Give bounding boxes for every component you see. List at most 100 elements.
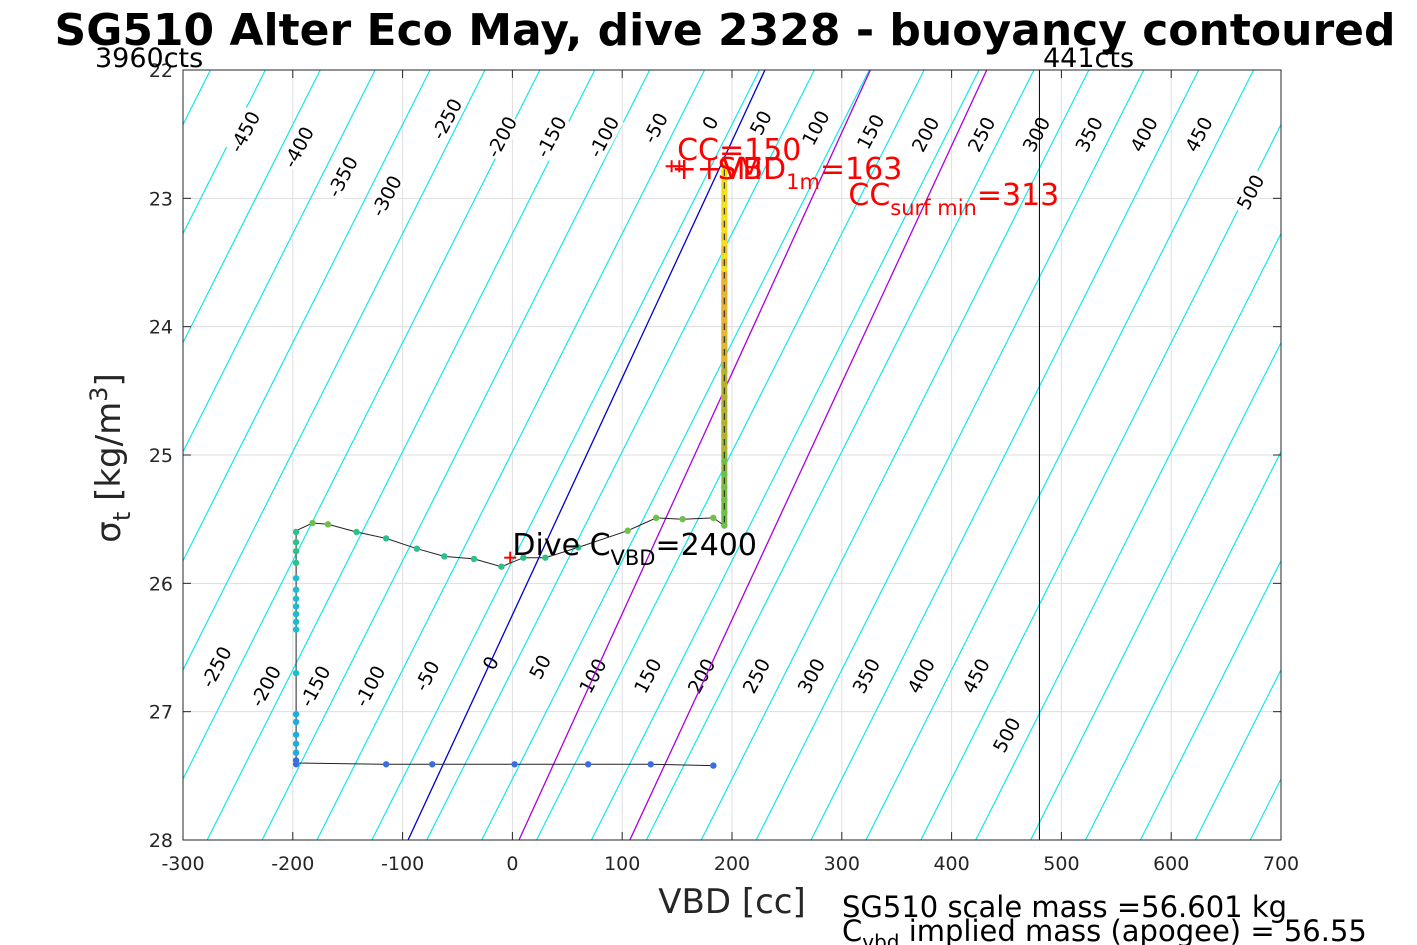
count-label-left: 3960cts xyxy=(95,43,203,74)
data-point xyxy=(292,528,300,536)
y-tick-label: 26 xyxy=(149,573,173,595)
contour-line xyxy=(810,70,1200,840)
annotation-base: Dive C xyxy=(512,528,610,563)
data-point xyxy=(413,545,421,552)
data-point xyxy=(721,355,728,362)
x-tick-label: 400 xyxy=(933,853,969,875)
data-point xyxy=(292,548,300,555)
annotation-value: =150 xyxy=(719,133,801,168)
contour-line xyxy=(183,70,486,672)
contour-line xyxy=(183,70,376,454)
contour-label-bg xyxy=(278,122,319,172)
data-point xyxy=(721,175,728,183)
data-point xyxy=(721,419,728,427)
y-tick-label: 25 xyxy=(149,445,173,467)
x-tick-label: 100 xyxy=(604,853,640,875)
reference-lines xyxy=(407,70,1040,840)
y-tick-label: 27 xyxy=(149,702,173,724)
data-point xyxy=(721,317,728,324)
data-point xyxy=(721,471,728,478)
data-point xyxy=(292,618,300,626)
data-point xyxy=(309,519,316,527)
annotation-cc-surf-min: CCsurf min=313 xyxy=(848,178,1059,220)
contour-label-bg xyxy=(349,661,390,711)
data-point xyxy=(721,445,728,452)
data-point xyxy=(721,240,728,247)
marker-plus xyxy=(504,551,517,564)
data-point xyxy=(721,291,728,298)
markers xyxy=(504,160,686,564)
contour-label-bg xyxy=(736,651,777,701)
data-point xyxy=(721,496,728,504)
contour-line xyxy=(1139,559,1281,840)
contour-label-bg xyxy=(961,109,1002,159)
contour-label-bg xyxy=(740,98,781,148)
contour-label-bg xyxy=(1230,167,1271,217)
x-tick-label: 500 xyxy=(1043,853,1079,875)
contour-label-bg xyxy=(406,651,447,701)
marker-plus xyxy=(673,160,686,173)
data-point xyxy=(653,514,660,522)
y-axis-label-end: ] xyxy=(89,373,129,386)
data-point xyxy=(721,252,728,260)
contour-line xyxy=(1194,668,1281,840)
data-point xyxy=(292,740,300,747)
data-point xyxy=(721,304,728,311)
data-point xyxy=(292,559,300,566)
data-point xyxy=(721,394,728,401)
x-tick-label: 700 xyxy=(1263,853,1299,875)
y-tick-label: 28 xyxy=(149,830,173,852)
data-point xyxy=(292,749,300,756)
reference-line xyxy=(407,70,766,840)
contour-label-bg xyxy=(1178,109,1219,159)
data-points xyxy=(292,163,728,769)
contour-line xyxy=(975,232,1281,840)
data-point xyxy=(292,603,300,610)
data-point xyxy=(721,368,728,375)
x-tick-label: 200 xyxy=(714,853,750,875)
implied-mass-sub: vbd xyxy=(862,930,899,945)
data-point xyxy=(292,718,300,726)
contour-line xyxy=(206,70,596,840)
contour-line xyxy=(865,70,1255,840)
contour-label-bg xyxy=(224,107,265,157)
y-tick-label: 23 xyxy=(149,188,173,210)
count-label-right: 441cts xyxy=(1043,43,1134,74)
data-point xyxy=(721,214,728,221)
data-point xyxy=(710,514,717,522)
contour-line xyxy=(261,70,651,840)
contour-label-bg xyxy=(795,103,836,153)
data-point xyxy=(520,554,527,561)
reference-line xyxy=(518,70,871,840)
data-point xyxy=(721,483,728,491)
contour-line xyxy=(183,70,266,235)
data-point xyxy=(292,761,300,768)
data-point xyxy=(292,626,300,633)
data-point xyxy=(292,610,300,618)
contour-line xyxy=(183,70,321,344)
y-axis-label-sub: t xyxy=(108,512,136,521)
data-point xyxy=(679,515,686,523)
y-axis-label-sup: 3 xyxy=(85,387,113,402)
contour-line xyxy=(1030,341,1281,840)
contour-label-bg xyxy=(900,651,941,701)
data-point xyxy=(721,278,728,285)
data-point xyxy=(382,535,390,542)
y-axis-ticks: 22 23 24 25 26 27 28 xyxy=(149,60,1281,852)
data-point xyxy=(292,586,300,593)
data-point xyxy=(292,669,300,677)
x-tick-label: -200 xyxy=(271,853,314,875)
contour-label-bg xyxy=(572,651,613,701)
contour-label-bg xyxy=(845,651,886,701)
contour-line xyxy=(426,70,815,840)
data-point xyxy=(721,265,728,273)
x-tick-label: 0 xyxy=(506,853,518,875)
data-point xyxy=(292,575,300,582)
y-axis-label-main: σ xyxy=(89,521,129,543)
data-point xyxy=(292,731,300,738)
data-point xyxy=(647,761,654,768)
implied-mass-rest: implied mass (apogee) = 56.55 xyxy=(899,914,1366,945)
contour-label-bg xyxy=(1123,109,1164,159)
data-point xyxy=(721,329,728,337)
y-tick-label: 22 xyxy=(149,60,173,82)
